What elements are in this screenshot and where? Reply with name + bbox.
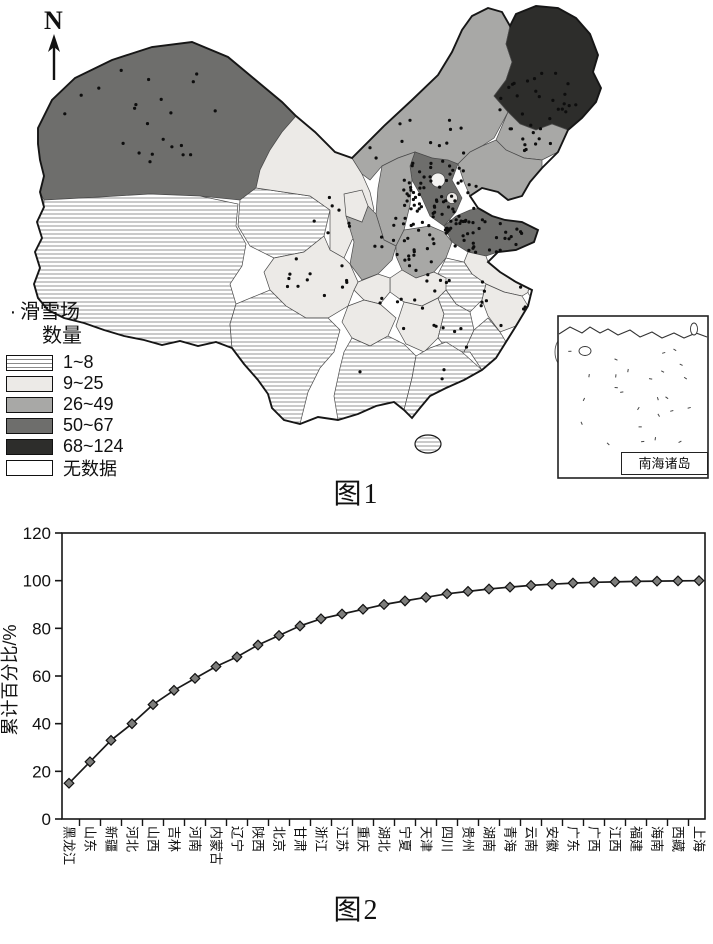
svg-text:湖北: 湖北: [376, 826, 391, 852]
legend-item: 9~25: [6, 373, 206, 394]
cumulative-percentage-chart-svg: 0 20 40 60 80 100 120 累计百分比/% 黑龙江 山东 新疆 河北 山西 吉林 河南 内蒙古…: [0, 524, 706, 865]
svg-text:天津: 天津: [418, 826, 433, 852]
ski-resort-dot-icon: ·: [9, 301, 17, 323]
svg-text:安徽: 安徽: [544, 826, 559, 852]
svg-text:贵州: 贵州: [460, 826, 475, 852]
legend-swatch-9-25: [6, 375, 53, 392]
svg-text:内蒙古: 内蒙古: [208, 826, 223, 865]
legend-label: 68~124: [63, 436, 124, 456]
svg-text:宁夏: 宁夏: [397, 826, 412, 852]
svg-text:新疆: 新疆: [103, 826, 118, 852]
legend-label: 1~8: [63, 352, 94, 372]
svg-text:重庆: 重庆: [355, 826, 370, 852]
svg-text:云南: 云南: [523, 826, 538, 852]
south-china-sea-inset-label: 南海诸岛: [621, 452, 708, 475]
svg-text:青海: 青海: [502, 826, 517, 852]
legend-swatch-no-data: [6, 459, 53, 476]
svg-text:80: 80: [32, 619, 51, 638]
svg-text:120: 120: [23, 524, 51, 543]
svg-text:河南: 河南: [187, 826, 202, 852]
svg-text:河北: 河北: [124, 826, 139, 852]
legend-label: 无数据: [63, 458, 117, 479]
svg-text:黑龙江: 黑龙江: [61, 826, 76, 865]
svg-text:60: 60: [32, 667, 51, 686]
svg-text:广东: 广东: [565, 826, 580, 852]
svg-text:江西: 江西: [607, 826, 622, 852]
svg-text:广西: 广西: [586, 826, 601, 852]
svg-text:江苏: 江苏: [334, 826, 349, 852]
svg-text:福建: 福建: [628, 826, 643, 852]
legend-item: 68~124: [6, 436, 206, 457]
map-legend: · 滑雪场 数量 1~8 9~25 26~49 50~67 68~124 无数据: [6, 300, 206, 479]
figure2-chart: 0 20 40 60 80 100 120 累计百分比/% 黑龙江 山东 新疆 河北 山西 吉林 河南 内蒙古…: [0, 520, 713, 944]
compass-north-label: N: [44, 6, 63, 35]
legend-item: 无数据: [6, 457, 206, 479]
svg-text:海南: 海南: [649, 826, 664, 852]
svg-text:浙江: 浙江: [313, 826, 328, 852]
svg-text:100: 100: [23, 572, 51, 591]
svg-text:上海: 上海: [691, 826, 706, 852]
legend-swatch-68-124: [6, 438, 53, 455]
svg-text:甘肃: 甘肃: [292, 826, 307, 852]
figure1-map: N · 滑雪场 数量 1~8 9~25 26~49 50~67 68~124: [6, 5, 709, 479]
svg-text:40: 40: [32, 715, 51, 734]
svg-text:山东: 山东: [82, 826, 97, 852]
svg-text:0: 0: [42, 810, 51, 829]
svg-text:湖南: 湖南: [481, 826, 496, 852]
svg-text:吉林: 吉林: [166, 826, 181, 852]
legend-item: 26~49: [6, 394, 206, 415]
svg-text:北京: 北京: [271, 826, 286, 852]
figure1-caption: 图1: [333, 479, 380, 510]
legend-label: 9~25: [63, 373, 104, 393]
legend-swatch-1-8: [6, 354, 53, 371]
svg-text:西藏: 西藏: [670, 826, 685, 852]
legend-title: · 滑雪场: [6, 300, 206, 324]
legend-title-line2: 数量: [42, 325, 82, 347]
legend-item: 1~8: [6, 352, 206, 373]
china-map-svg: [33, 5, 709, 479]
svg-text:四川: 四川: [439, 826, 454, 852]
legend-title-line1: 滑雪场: [20, 301, 80, 323]
legend-item: 50~67: [6, 415, 206, 436]
legend-label: 26~49: [63, 394, 114, 414]
legend-swatch-50-67: [6, 417, 53, 434]
south-china-sea-inset: [557, 315, 709, 479]
legend-label: 50~67: [63, 415, 114, 435]
svg-text:辽宁: 辽宁: [229, 826, 244, 852]
figure2-caption: 图2: [333, 895, 380, 926]
svg-text:山西: 山西: [145, 826, 160, 852]
svg-text:陕西: 陕西: [250, 826, 265, 852]
legend-swatch-26-49: [6, 396, 53, 413]
svg-text:20: 20: [32, 762, 51, 781]
svg-text:累计百分比/%: 累计百分比/%: [0, 624, 20, 735]
